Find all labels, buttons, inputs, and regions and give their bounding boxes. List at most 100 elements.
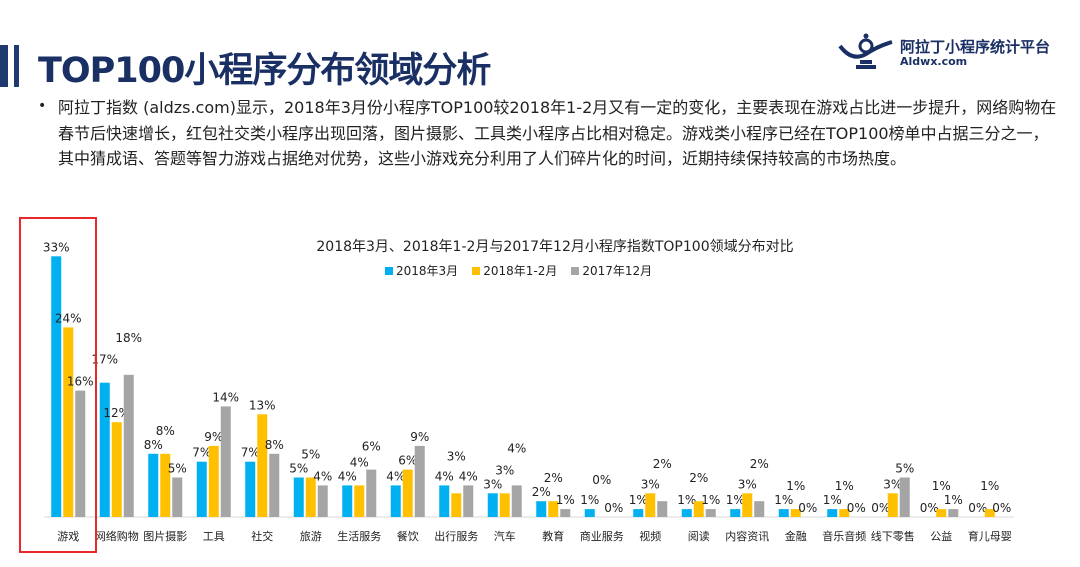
x-tick-label: 工具 <box>203 530 225 543</box>
data-label: 3% <box>447 449 466 463</box>
bar <box>51 256 62 517</box>
data-label: 4% <box>386 469 405 483</box>
bar <box>681 509 692 517</box>
data-label: 0% <box>798 501 817 515</box>
bar <box>196 461 207 517</box>
data-label: 4% <box>507 441 526 455</box>
bar <box>790 509 801 517</box>
data-label: 7% <box>241 446 260 460</box>
bar <box>705 509 716 517</box>
bar <box>827 509 838 517</box>
data-label: 0% <box>847 501 866 515</box>
data-label: 12% <box>103 406 130 420</box>
data-label: 1% <box>932 479 951 493</box>
x-tick-label: 公益 <box>930 529 952 543</box>
x-tick-label: 商业服务 <box>580 529 624 543</box>
x-tick-label: 社交 <box>251 529 273 543</box>
bar <box>220 406 231 517</box>
bar <box>439 485 450 517</box>
x-tick-label: 金融 <box>785 529 807 543</box>
bar <box>354 485 365 517</box>
data-label: 18% <box>115 331 142 345</box>
legend-label: 2018年3月 <box>396 264 459 278</box>
bar <box>172 477 183 517</box>
data-label: 1% <box>835 479 854 493</box>
data-label: 1% <box>980 479 999 493</box>
data-label: 13% <box>249 398 276 412</box>
aladdin-lamp-icon <box>838 33 893 69</box>
bar <box>584 509 595 517</box>
data-label: 1% <box>677 493 696 507</box>
bar <box>511 485 522 517</box>
bar <box>317 485 328 517</box>
data-label: 1% <box>774 493 793 507</box>
bar <box>887 493 898 517</box>
bar <box>693 501 704 517</box>
bar <box>778 509 789 517</box>
legend-swatch <box>472 266 481 275</box>
logo-text: 阿拉丁小程序统计平台 <box>900 38 1051 56</box>
bar <box>839 509 850 517</box>
x-tick-label: 图片摄影 <box>143 529 187 543</box>
data-label: 14% <box>212 390 239 404</box>
data-label: 1% <box>726 493 745 507</box>
data-label: 0% <box>592 473 611 487</box>
bar <box>123 374 134 517</box>
title-accent-bar-2 <box>14 45 19 87</box>
x-tick-label: 视频 <box>639 529 661 543</box>
bar <box>75 390 86 517</box>
bar <box>111 422 122 517</box>
bar <box>208 445 219 517</box>
x-tick-label: 音乐音频 <box>822 529 866 543</box>
bar <box>148 453 159 517</box>
data-label: 4% <box>435 469 454 483</box>
data-label: 2% <box>544 471 563 485</box>
data-label: 1% <box>786 479 805 493</box>
data-label: 5% <box>289 462 308 476</box>
x-tick-label: 内容资讯 <box>725 529 769 543</box>
data-label: 9% <box>410 430 429 444</box>
x-tick-label: 阅读 <box>688 529 710 543</box>
legend-item: 2018年3月 <box>385 262 458 279</box>
data-label: 9% <box>204 430 223 444</box>
brand-logo: 阿拉丁小程序统计平台 Aldwx.com <box>838 32 1068 72</box>
data-label: 0% <box>604 501 623 515</box>
bar <box>730 509 741 517</box>
data-label: 7% <box>192 446 211 460</box>
bullet-icon: • <box>38 98 47 114</box>
data-label: 8% <box>265 438 284 452</box>
bar <box>269 453 280 517</box>
x-tick-label: 线下零售 <box>871 529 915 543</box>
data-label: 2% <box>532 485 551 499</box>
x-tick-label: 育儿母婴 <box>968 529 1012 543</box>
bar <box>366 469 377 517</box>
data-label: 4% <box>338 469 357 483</box>
bar <box>633 509 644 517</box>
data-label: 3% <box>483 477 502 491</box>
bar <box>936 509 947 517</box>
bar <box>402 469 413 517</box>
bar <box>657 501 668 517</box>
data-label: 4% <box>459 469 478 483</box>
data-label: 3% <box>495 463 514 477</box>
bar <box>645 493 656 517</box>
bar <box>948 509 959 517</box>
bar <box>548 501 559 517</box>
x-tick-label: 汽车 <box>494 529 516 543</box>
data-label: 8% <box>156 424 175 438</box>
x-tick-label: 旅游 <box>300 529 322 543</box>
highlight-box-games <box>19 217 97 553</box>
bar <box>463 485 474 517</box>
data-label: 2% <box>750 457 769 471</box>
bar <box>899 477 910 517</box>
legend-item: 2017年12月 <box>571 262 652 279</box>
data-label: 1% <box>580 493 599 507</box>
bar <box>414 445 425 517</box>
data-label: 4% <box>313 469 332 483</box>
legend-swatch <box>385 266 393 275</box>
x-tick-label: 教育 <box>542 529 564 543</box>
data-label: 5% <box>168 462 187 476</box>
data-label: 5% <box>301 448 320 462</box>
bar <box>390 485 401 517</box>
